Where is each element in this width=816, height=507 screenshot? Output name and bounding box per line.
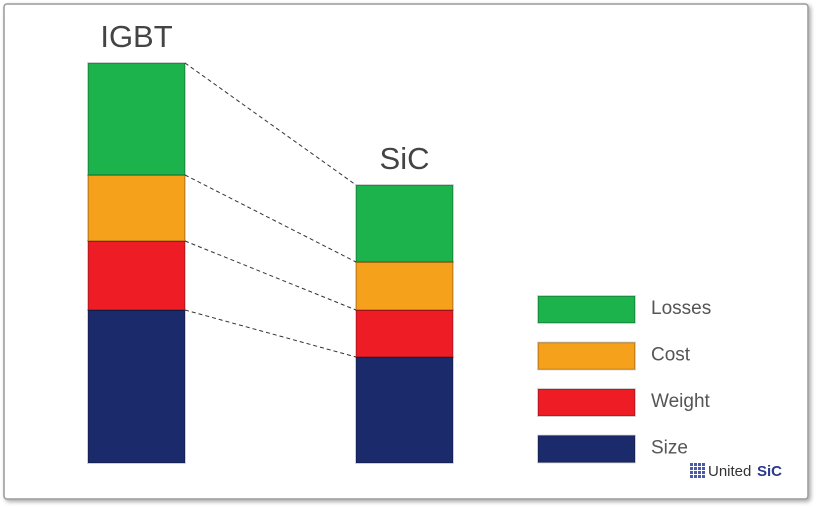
legend-swatch [537,434,636,464]
bar-segment [87,174,186,242]
category-label: SiC [380,141,430,176]
category-label: IGBT [100,19,172,54]
bar-segment [355,356,454,464]
logo: United SiC [690,463,782,480]
logo-text: United [708,463,751,480]
legend-label: Losses [651,298,711,319]
bar-segment [87,240,186,311]
logo-bold: SiC [757,463,782,480]
legend-swatch [537,388,636,417]
logo-icon [690,463,705,478]
connector [184,174,357,263]
legend-label: Cost [651,345,691,366]
legend-label: Size [651,438,688,459]
bar-segment [355,184,454,263]
legend-swatch [537,295,636,324]
legend-label: Weight [651,391,711,412]
bar-segment [87,309,186,464]
bar-segment [355,261,454,311]
legend-swatch [537,341,636,371]
bar-segment [87,62,186,176]
bar-segment [355,309,454,358]
connector [184,309,357,358]
connector [184,62,357,186]
connector [184,240,357,311]
